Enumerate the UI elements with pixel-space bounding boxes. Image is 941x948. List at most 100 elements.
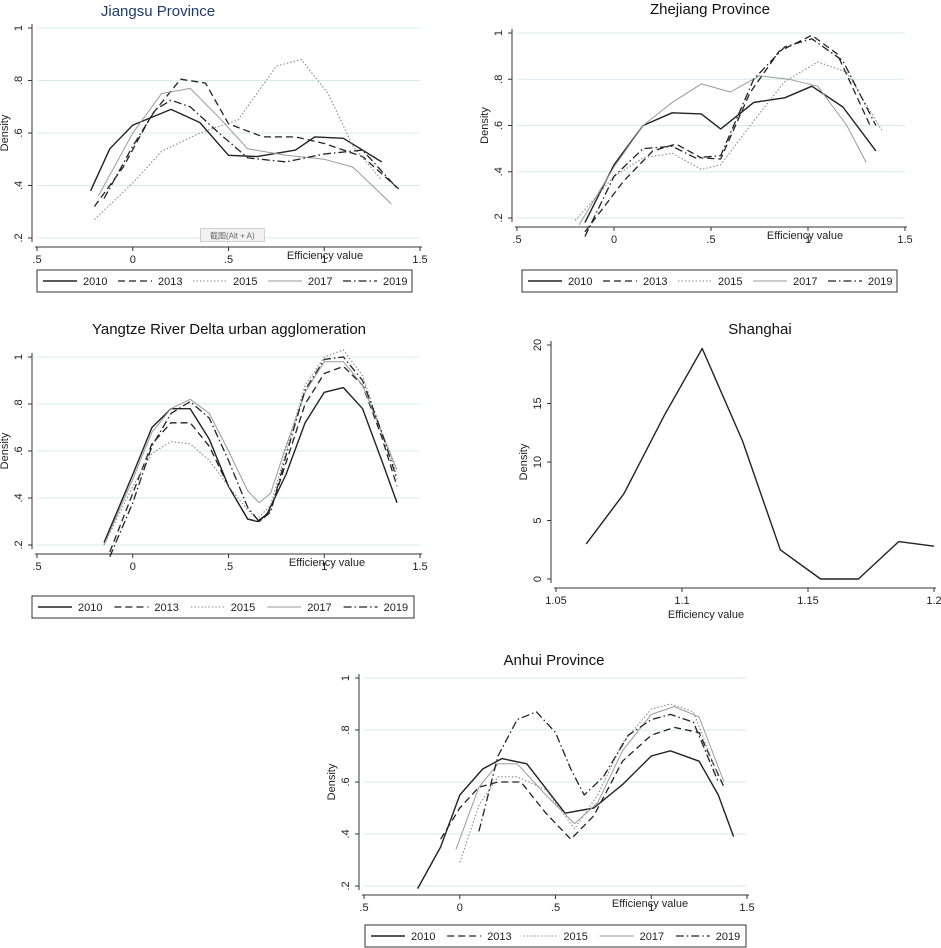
x-tick-label: .5 [224,561,233,573]
y-tick-label: .2 [340,881,352,890]
series-line-2010 [89,108,383,192]
series-line-2017 [455,706,725,850]
series-line-2015 [574,61,883,221]
series-line-2015 [103,349,398,546]
legend-label-2017: 2017 [308,276,332,288]
series-line-2017 [578,75,867,226]
x-tick-label: 1.5 [412,561,427,573]
series-line-2013 [584,34,871,233]
chart-title: Shanghai [728,321,791,338]
y-tick-label: .2 [13,540,25,549]
legend-label-2019: 2019 [384,602,408,614]
x-tick-label: .5 [32,561,41,573]
x-tick-label: 1.5 [739,902,754,914]
y-tick-label: .4 [340,829,352,838]
legend-label-2019: 2019 [383,276,407,288]
series-line-Shanghai [585,347,935,580]
series-line-2017 [97,87,392,205]
y-tick-label: .6 [13,128,25,137]
series-line-2015 [94,58,383,220]
y-tick-label: 5 [532,517,544,523]
x-tick-label: .5 [706,234,715,246]
x-tick-label: 1 [321,561,327,573]
y-axis-label: Density [326,763,338,800]
x-tick-label: 0 [457,902,463,914]
x-axis-label: Efficiency value [287,250,363,262]
x-tick-label: 0 [611,234,617,246]
x-tick-label: 1.05 [545,595,566,607]
legend-label-2013: 2013 [487,931,511,943]
x-tick-label: 0 [130,561,136,573]
y-tick-label: 10 [532,456,544,468]
chart-zhejiang: Zhejiang Province.2.4.6.81.5 0.5 1 1.5Effic… [479,1,913,293]
y-axis-label: Density [0,432,11,469]
x-tick-label: 1.5 [412,254,427,266]
legend: 2010 2013 2015 2017 2019 [31,595,415,619]
x-tick-label: .5 [359,902,368,914]
legend-label-2010: 2010 [411,931,435,943]
series-line-2013 [109,365,398,553]
y-tick-label: 15 [532,397,544,409]
legend-label-2013: 2013 [158,276,182,288]
legend: 2010 2013 2015 2017 2019 [521,269,898,293]
x-tick-label: .5 [32,254,41,266]
chart-anhui: Anhui Province.2.4.6.81.5 0.5 1 1.5Efficien… [326,652,755,948]
x-tick-label: 1.15 [797,595,818,607]
legend-label-2013: 2013 [154,602,178,614]
y-tick-label: .2 [493,213,505,222]
y-tick-label: 1 [340,675,352,681]
legend-label-2019: 2019 [868,276,892,288]
y-tick-label: .8 [13,399,25,408]
legend-label-2015: 2015 [718,276,742,288]
overlay-box [200,228,265,242]
chart-shanghai: Shanghai 0 5 10 15 20 1.05 1.1 1.15 1.2 Efficiency… [518,321,941,621]
y-tick-label: .6 [13,446,25,455]
y-tick-label: .2 [13,233,25,242]
legend-label-2015: 2015 [563,931,587,943]
x-tick-label: 1 [321,254,327,266]
chart-jiangsu: Jiangsu Province.2.4.6.81.5 0.5 1 1.5Effici… [0,3,428,293]
y-tick-label: 1 [13,354,25,360]
overlay-text: 截图(Alt + A) [210,231,255,241]
x-tick-label: .5 [551,902,560,914]
series-line-2017 [103,361,398,546]
x-tick-label: 1.5 [897,234,912,246]
series-line-2013 [93,78,402,207]
chart-title: Zhejiang Province [650,1,770,18]
legend: 2010 2013 2015 2017 2019 [36,269,413,293]
y-tick-label: .8 [340,725,352,734]
chart-title: Jiangsu Province [101,3,215,20]
legend-label-2017: 2017 [640,931,664,943]
y-axis-label: Density [0,114,11,151]
y-tick-label: .4 [13,181,25,190]
legend-label-2013: 2013 [643,276,667,288]
series-line-2019 [109,356,398,558]
y-tick-label: .6 [493,121,505,130]
x-axis-label: Efficiency value [612,898,688,910]
y-tick-label: .6 [340,777,352,786]
legend-label-2019: 2019 [716,931,740,943]
legend-label-2015: 2015 [231,602,255,614]
x-tick-label: 1 [648,902,654,914]
legend-label-2015: 2015 [233,276,257,288]
y-tick-label: 1 [13,25,25,31]
y-axis-label: Density [518,443,530,480]
y-tick-label: .4 [13,493,25,502]
chart-title: Anhui Province [504,652,605,669]
legend-label-2017: 2017 [793,276,817,288]
y-tick-label: 0 [532,576,544,582]
legend-label-2010: 2010 [78,602,102,614]
series-line-2019 [584,38,877,237]
legend-label-2017: 2017 [307,602,331,614]
x-tick-label: .5 [512,234,521,246]
x-tick-label: 1.2 [926,595,941,607]
legend: 2010 2013 2015 2017 2019 [364,924,747,948]
series-line-2019 [103,99,398,199]
chart-yrd: Yangtze River Delta urban agglomeration.… [0,321,428,619]
series-line-2019 [478,711,719,832]
x-axis-label: Efficiency value [767,230,843,242]
y-tick-label: 20 [532,339,544,351]
x-tick-label: 0 [130,254,136,266]
chart-title: Yangtze River Delta urban agglomeration [92,321,366,338]
